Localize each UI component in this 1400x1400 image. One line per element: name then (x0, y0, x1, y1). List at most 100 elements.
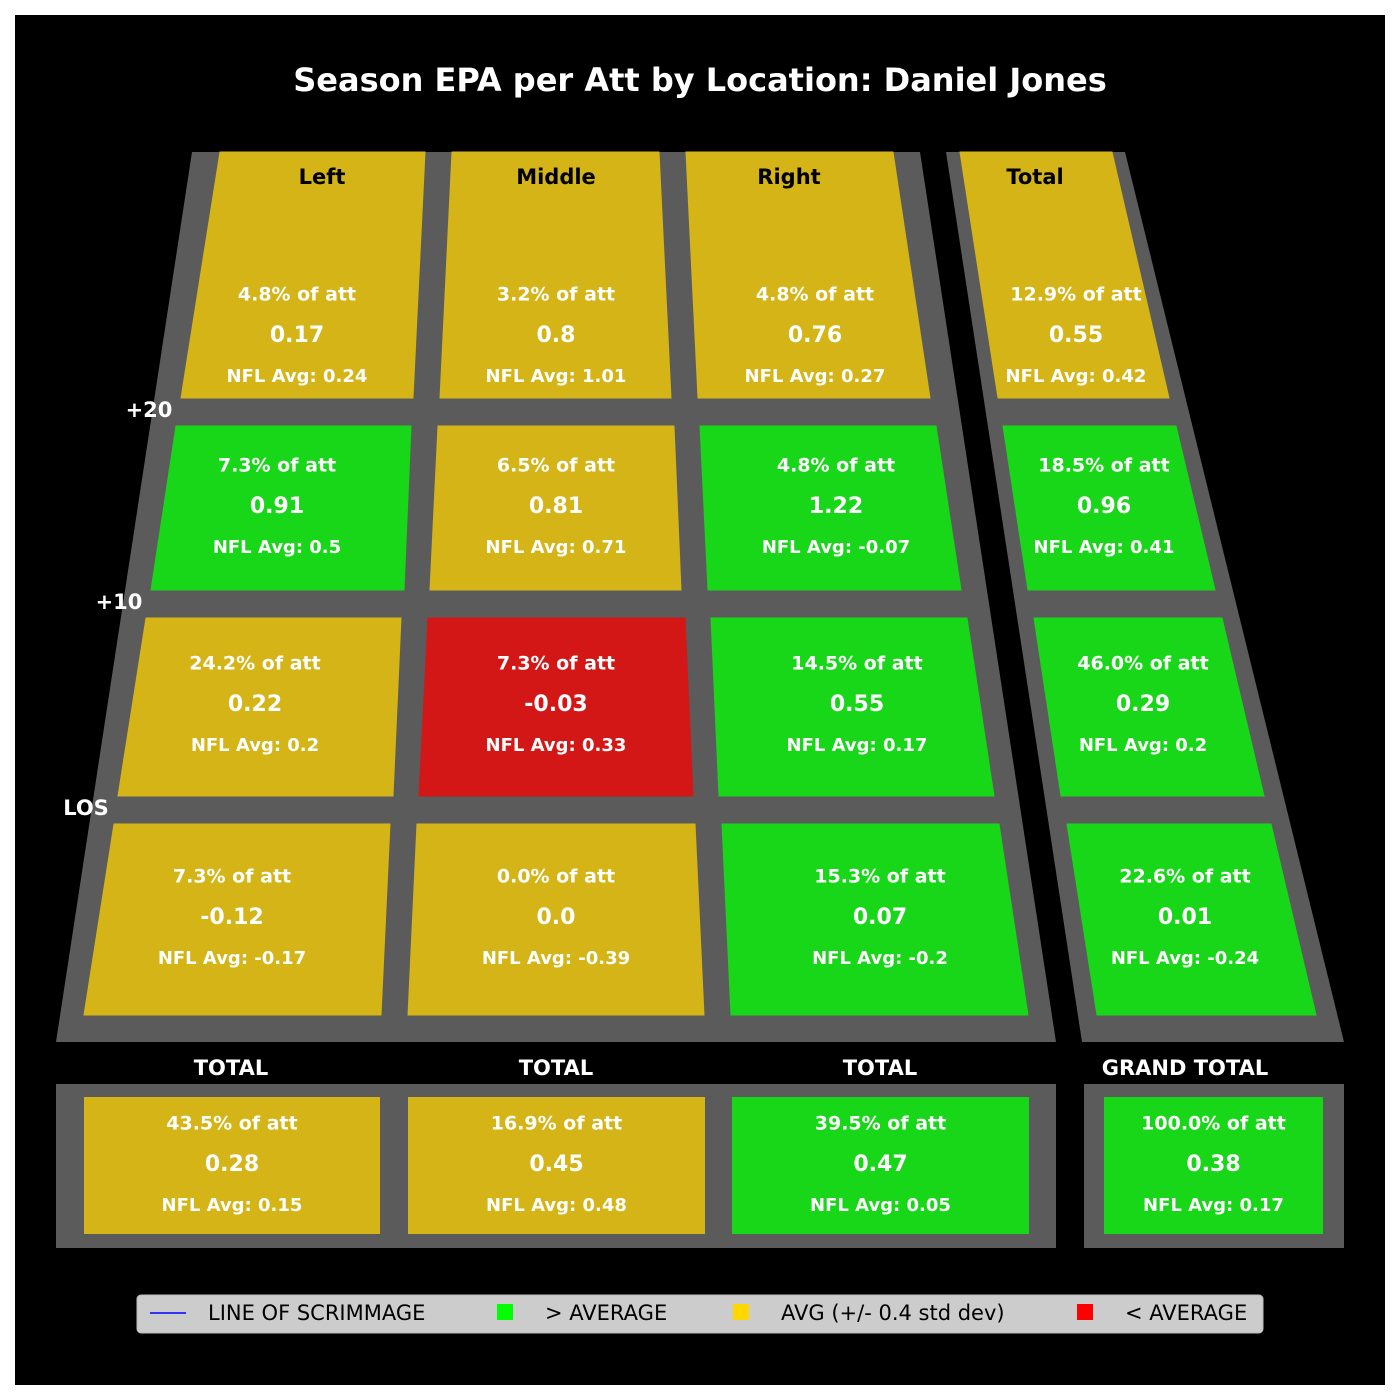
heatmap-cells (83, 151, 1323, 1234)
cell-nfl-avg-label: NFL Avg: 0.33 (486, 735, 627, 756)
cell-nfl-avg-label: NFL Avg: -0.39 (482, 948, 630, 969)
legend: LINE OF SCRIMMAGE > AVERAGE AVG (+/- 0.4 s… (136, 1294, 1264, 1334)
cell-left-row-1 (180, 151, 426, 399)
cell-total-row-3 (1033, 617, 1265, 797)
cell-value-label: 0.22 (228, 692, 282, 717)
cell-right-row-4 (721, 823, 1029, 1016)
cell-middle-row-1 (439, 151, 672, 399)
totals-value-label: 0.47 (853, 1152, 907, 1177)
totals-nfl-avg-label: NFL Avg: 0.15 (162, 1195, 303, 1216)
cell-right-row-2 (699, 425, 962, 591)
cell-pct-label: 46.0% of att (1077, 653, 1208, 675)
cell-pct-label: 6.5% of att (497, 455, 615, 477)
column-header-left: Left (299, 165, 346, 189)
cell-nfl-avg-label: NFL Avg: 0.2 (1079, 735, 1207, 756)
totals-cell (408, 1097, 705, 1234)
legend-square-marker (733, 1304, 749, 1320)
totals-pct-label: 16.9% of att (491, 1113, 622, 1135)
totals-value-label: 0.45 (529, 1152, 583, 1177)
cell-value-label: 0.76 (788, 323, 842, 348)
totals-cell (84, 1097, 380, 1234)
totals-cell (1104, 1097, 1323, 1234)
column-header-total: Total (1006, 165, 1063, 189)
cell-nfl-avg-label: NFL Avg: 0.5 (213, 537, 341, 558)
chart-labels: 4.8% of att 0.17 NFL Avg: 0.24 3.2% of att 0… (63, 165, 1286, 1216)
cell-nfl-avg-label: NFL Avg: 0.41 (1034, 537, 1175, 558)
legend-entry-label: > AVERAGE (545, 1301, 667, 1325)
depth-label: +10 (96, 590, 143, 614)
column-header-middle: Middle (516, 165, 596, 189)
cell-nfl-avg-label: NFL Avg: 0.17 (787, 735, 928, 756)
totals-nfl-avg-label: NFL Avg: 0.48 (486, 1195, 627, 1216)
totals-pct-label: 43.5% of att (166, 1113, 297, 1135)
cell-value-label: 1.22 (809, 494, 863, 519)
cell-pct-label: 22.6% of att (1119, 866, 1250, 888)
cell-value-label: 0.55 (830, 692, 884, 717)
cell-left-row-2 (150, 425, 412, 591)
legend-square-marker (1077, 1304, 1093, 1320)
cell-total-row-1 (959, 151, 1170, 399)
legend-entry-label: AVG (+/- 0.4 std dev) (781, 1301, 1005, 1325)
cell-value-label: 0.96 (1077, 494, 1131, 519)
depth-label: +20 (126, 398, 173, 422)
epa-location-chart: Season EPA per Att by Location: Daniel J… (56, 61, 1344, 1334)
cell-left-row-4 (83, 823, 391, 1016)
cell-pct-label: 15.3% of att (814, 866, 945, 888)
cell-pct-label: 4.8% of att (238, 284, 356, 306)
cell-nfl-avg-label: NFL Avg: -0.07 (762, 537, 910, 558)
totals-value-label: 0.38 (1186, 1152, 1240, 1177)
cell-value-label: 0.07 (853, 905, 907, 930)
cell-total-row-2 (1002, 425, 1216, 591)
cell-nfl-avg-label: NFL Avg: -0.24 (1111, 948, 1259, 969)
totals-nfl-avg-label: NFL Avg: 0.17 (1143, 1195, 1284, 1216)
totals-label: TOTAL (194, 1056, 269, 1080)
cell-nfl-avg-label: NFL Avg: 1.01 (486, 366, 627, 387)
totals-label: TOTAL (843, 1056, 918, 1080)
depth-label: LOS (63, 796, 109, 820)
cell-total-row-4 (1066, 823, 1317, 1016)
cell-middle-row-3 (418, 617, 694, 797)
chart-canvas: Season EPA per Att by Location: Daniel J… (15, 15, 1385, 1385)
cell-pct-label: 7.3% of att (173, 866, 291, 888)
cell-nfl-avg-label: NFL Avg: 0.24 (227, 366, 368, 387)
totals-label: GRAND TOTAL (1102, 1056, 1268, 1080)
cell-middle-row-2 (429, 425, 682, 591)
cell-pct-label: 24.2% of att (189, 653, 320, 675)
cell-left-row-3 (117, 617, 402, 797)
legend-entry-label: < AVERAGE (1125, 1301, 1247, 1325)
cell-pct-label: 14.5% of att (791, 653, 922, 675)
totals-pct-label: 39.5% of att (815, 1113, 946, 1135)
chart-title: Season EPA per Att by Location: Daniel J… (293, 61, 1107, 99)
cell-value-label: 0.0 (537, 905, 576, 930)
cell-nfl-avg-label: NFL Avg: 0.71 (486, 537, 627, 558)
cell-pct-label: 4.8% of att (777, 455, 895, 477)
cell-nfl-avg-label: NFL Avg: -0.17 (158, 948, 306, 969)
cell-pct-label: 4.8% of att (756, 284, 874, 306)
cell-middle-row-4 (407, 823, 705, 1016)
cell-pct-label: 0.0% of att (497, 866, 615, 888)
cell-value-label: -0.12 (200, 905, 263, 930)
cell-pct-label: 12.9% of att (1010, 284, 1141, 306)
totals-label: TOTAL (519, 1056, 594, 1080)
cell-value-label: 0.29 (1116, 692, 1170, 717)
cell-value-label: 0.55 (1049, 323, 1103, 348)
cell-value-label: -0.03 (524, 692, 587, 717)
cell-value-label: 0.8 (537, 323, 576, 348)
cell-right-row-1 (685, 151, 931, 399)
cell-pct-label: 18.5% of att (1038, 455, 1169, 477)
cell-value-label: 0.91 (250, 494, 304, 519)
cell-nfl-avg-label: NFL Avg: 0.42 (1006, 366, 1147, 387)
legend-box (136, 1294, 1264, 1334)
cell-right-row-3 (710, 617, 995, 797)
cell-value-label: 0.81 (529, 494, 583, 519)
cell-nfl-avg-label: NFL Avg: 0.27 (745, 366, 886, 387)
cell-value-label: 0.01 (1158, 905, 1212, 930)
column-header-right: Right (757, 165, 820, 189)
totals-value-label: 0.28 (205, 1152, 259, 1177)
legend-square-marker (497, 1304, 513, 1320)
cell-pct-label: 7.3% of att (497, 653, 615, 675)
totals-pct-label: 100.0% of att (1141, 1113, 1286, 1135)
totals-nfl-avg-label: NFL Avg: 0.05 (810, 1195, 951, 1216)
totals-cell (732, 1097, 1029, 1234)
cell-value-label: 0.17 (270, 323, 324, 348)
